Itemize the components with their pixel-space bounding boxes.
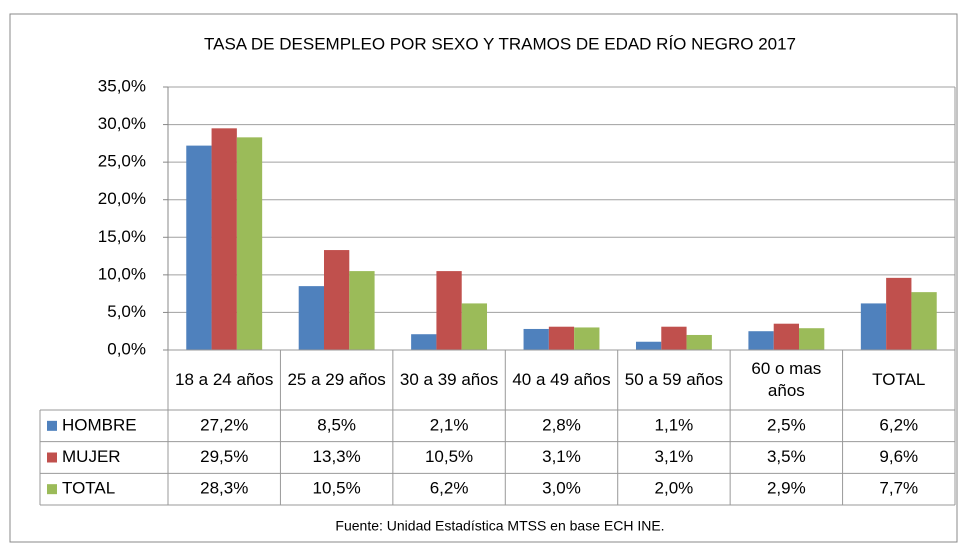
- table-value: 2,0%: [655, 479, 694, 498]
- category-cell: 18 a 24 años: [175, 370, 274, 389]
- bar: [661, 326, 687, 350]
- x-tick-label: 50 a 59 años: [624, 370, 724, 389]
- category-cell: 30 a 39 años: [399, 370, 499, 389]
- table-value: 3,1%: [542, 447, 581, 466]
- table-value: 6,2%: [879, 415, 918, 434]
- bar: [860, 303, 887, 350]
- legend-swatch: [47, 484, 57, 495]
- category-cell: 60 o mas años: [751, 359, 822, 400]
- table-value: 2,1%: [430, 415, 469, 434]
- category-cell: TOTAL: [872, 370, 926, 389]
- chart-title: TASA DE DESEMPLEO POR SEXO Y TRAMOS DE E…: [204, 34, 796, 53]
- bar: [298, 286, 324, 350]
- table-value: 27,2%: [200, 415, 248, 434]
- table-value: 9,6%: [879, 447, 918, 466]
- category-cell: 40 a 49 años: [512, 370, 611, 389]
- table-value: 3,5%: [767, 447, 806, 466]
- bar: [236, 137, 263, 350]
- bar: [411, 334, 437, 350]
- table-value: 1,1%: [655, 415, 694, 434]
- legend-label: HOMBRE: [62, 415, 137, 434]
- table-value: 3,1%: [655, 447, 694, 466]
- x-tick-label: 30 a 39 años: [399, 370, 499, 389]
- table-value: 2,9%: [767, 479, 806, 498]
- bar: [523, 328, 549, 350]
- table-value: 8,5%: [317, 415, 356, 434]
- y-tick-label: 30,0%: [98, 114, 146, 133]
- x-tick-label: 25 a 29 años: [287, 370, 386, 389]
- category-cell: 50 a 59 años: [624, 370, 724, 389]
- y-tick-label: 10,0%: [98, 264, 146, 283]
- table-value: 2,8%: [542, 415, 581, 434]
- y-tick-label: 35,0%: [98, 76, 146, 95]
- bar: [574, 327, 600, 350]
- y-tick-label: 0,0%: [107, 339, 146, 358]
- bar: [886, 277, 912, 350]
- bar: [211, 128, 237, 350]
- bar: [686, 334, 712, 350]
- x-tick-label: 18 a 24 años: [175, 370, 274, 389]
- bar: [186, 145, 212, 350]
- bar: [461, 303, 488, 350]
- table-value: 10,5%: [313, 479, 361, 498]
- table-value: 3,0%: [542, 479, 581, 498]
- bar: [349, 271, 375, 350]
- bar: [548, 326, 575, 350]
- bar: [773, 323, 800, 350]
- x-tick-label: TOTAL: [872, 370, 926, 389]
- y-tick-label: 15,0%: [98, 227, 146, 246]
- y-tick-label: 5,0%: [107, 302, 146, 321]
- table-value: 13,3%: [313, 447, 361, 466]
- bar: [436, 271, 462, 350]
- table-value: 28,3%: [200, 479, 248, 498]
- bar: [911, 292, 937, 350]
- table-value: 7,7%: [879, 479, 918, 498]
- legend-label: TOTAL: [62, 479, 115, 498]
- category-cell: 25 a 29 años: [287, 370, 386, 389]
- bar: [323, 250, 350, 350]
- table-value: 2,5%: [767, 415, 806, 434]
- legend-swatch: [47, 420, 57, 431]
- table-value: 29,5%: [200, 447, 248, 466]
- bar: [748, 331, 774, 350]
- x-tick-label: 40 a 49 años: [512, 370, 611, 389]
- legend-swatch: [47, 452, 57, 463]
- bar: [635, 341, 662, 350]
- bar: [799, 328, 825, 350]
- table-value: 10,5%: [425, 447, 473, 466]
- y-tick-label: 20,0%: [98, 189, 146, 208]
- table-value: 6,2%: [430, 479, 469, 498]
- x-tick-label: 60 o mas años: [751, 359, 822, 400]
- source-note: Fuente: Unidad Estadística MTSS en base …: [335, 518, 664, 534]
- y-tick-label: 25,0%: [98, 152, 146, 171]
- chart-frame: [9, 13, 958, 543]
- legend-label: MUJER: [62, 447, 121, 466]
